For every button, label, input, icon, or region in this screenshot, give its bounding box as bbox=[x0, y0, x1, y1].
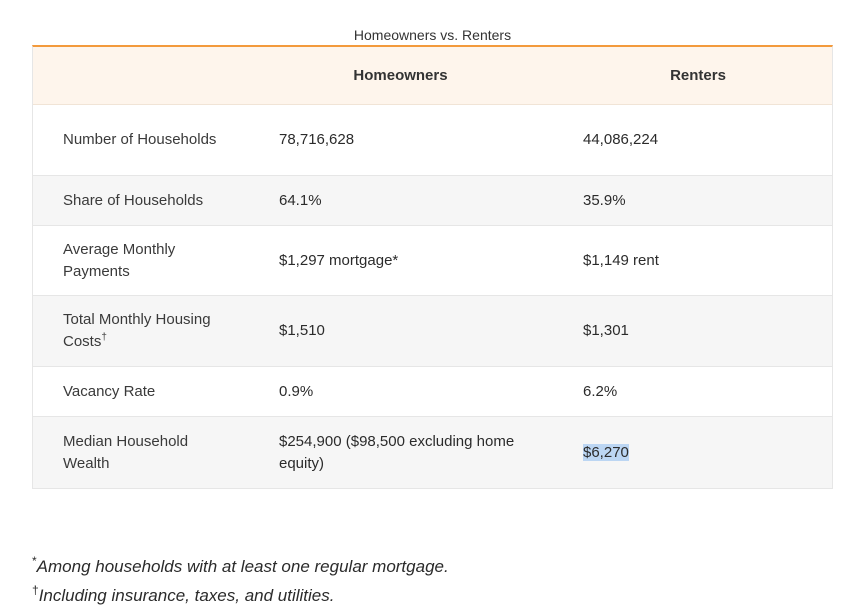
row-label-median-household-wealth: Median Household Wealth bbox=[63, 432, 189, 472]
asterisk-mark: * bbox=[32, 554, 37, 568]
header-renters: Renters bbox=[670, 66, 726, 84]
table-row: Share of Households 64.1% 35.9% bbox=[33, 176, 832, 226]
table-row: Number of Households 78,716,628 44,086,2… bbox=[33, 105, 832, 176]
table-row: Average Monthly Payments $1,297 mortgage… bbox=[33, 226, 832, 296]
footnote-mortgage: *Among households with at least one regu… bbox=[32, 552, 449, 581]
homeowners-value: 0.9% bbox=[279, 382, 314, 400]
renters-value-cell: $6,270 bbox=[582, 442, 832, 464]
homeowners-value: 78,716,628 bbox=[279, 131, 355, 148]
table-row: Total Monthly Housing Costs† $1,510 $1,3… bbox=[33, 296, 832, 367]
table-row: Vacancy Rate 0.9% 6.2% bbox=[33, 367, 832, 417]
renters-value: 6.2% bbox=[583, 382, 618, 400]
homeowners-value: $254,900 ($98,500 excluding home equity) bbox=[279, 432, 515, 472]
dagger-mark: † bbox=[101, 332, 107, 343]
row-label-vacancy-rate: Vacancy Rate bbox=[63, 382, 156, 400]
homeowners-value: 64.1% bbox=[279, 191, 322, 209]
row-label-average-monthly-payments: Average Monthly Payments bbox=[63, 240, 176, 280]
homeowners-value: $1,297 mortgage* bbox=[279, 251, 399, 269]
comparison-table: Homeowners Renters Number of Households … bbox=[32, 45, 833, 489]
footnote-text: Including insurance, taxes, and utilitie… bbox=[38, 586, 335, 605]
row-label-text: Total Monthly Housing Costs bbox=[63, 311, 211, 350]
renters-value: $1,149 rent bbox=[583, 251, 659, 269]
footnote-housing-costs: †Including insurance, taxes, and utiliti… bbox=[32, 581, 449, 610]
header-homeowners: Homeowners bbox=[353, 66, 448, 84]
row-label-total-monthly-housing-costs: Total Monthly Housing Costs† bbox=[33, 309, 278, 353]
footnote-text: Among households with at least one regul… bbox=[36, 557, 449, 576]
renters-value: 35.9% bbox=[583, 191, 626, 209]
table-header-row: Homeowners Renters bbox=[33, 47, 832, 105]
renters-value: $1,301 bbox=[583, 322, 629, 339]
table-row: Median Household Wealth $254,900 ($98,50… bbox=[33, 417, 832, 488]
row-label-share-of-households: Share of Households bbox=[63, 191, 204, 209]
selected-text-highlight[interactable]: $6,270 bbox=[583, 443, 629, 461]
row-label-number-of-households: Number of Households bbox=[63, 131, 217, 148]
renters-value: 44,086,224 bbox=[583, 131, 659, 148]
homeowners-value: $1,510 bbox=[279, 322, 325, 339]
footnotes: *Among households with at least one regu… bbox=[32, 552, 449, 610]
table-caption: Homeowners vs. Renters bbox=[353, 27, 512, 43]
dagger-mark: † bbox=[32, 583, 39, 597]
